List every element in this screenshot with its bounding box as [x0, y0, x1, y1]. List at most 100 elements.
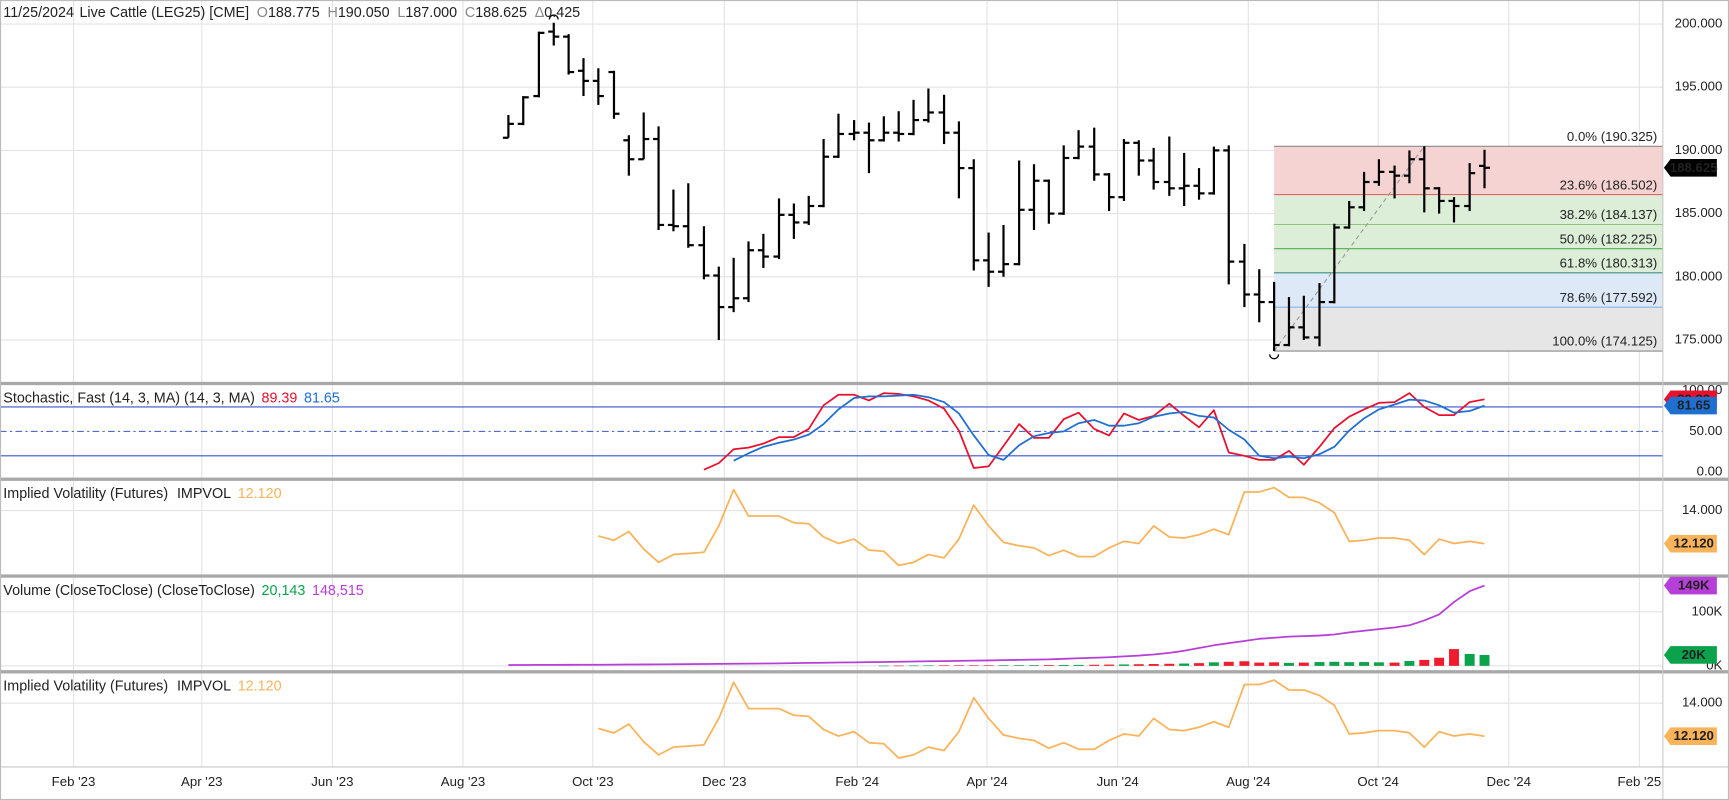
fib-label: 0.0% (190.325)	[1567, 129, 1657, 144]
series-line	[733, 393, 1485, 462]
legend-value: 12.120	[238, 486, 282, 502]
volume-bar	[893, 665, 904, 667]
x-tick-label: Jun '24	[1097, 774, 1139, 789]
volume-bar	[1208, 662, 1219, 666]
axis-tag	[1663, 727, 1717, 746]
volume-bar	[953, 665, 964, 666]
fib-band	[1274, 248, 1663, 273]
legend-title: Stochastic, Fast (14, 3, MA) (14, 3, MA)	[3, 390, 255, 406]
header-key: O	[257, 5, 268, 21]
legend-title: Implied Volatility (Futures)	[3, 678, 168, 694]
x-tick-label: Feb '23	[52, 774, 96, 789]
volume-bar	[1058, 664, 1069, 666]
separator	[0, 381, 1729, 386]
high-marker	[548, 14, 559, 20]
legend-value: 20,143	[262, 583, 306, 599]
volume-bar	[1269, 662, 1280, 666]
panel	[0, 584, 1663, 667]
x-tick-label: Dec '23	[702, 774, 746, 789]
y-tick-label: 14.000	[1682, 695, 1722, 710]
legend-title: Implied Volatility (Futures)	[3, 486, 168, 502]
x-tick-label: Dec '24	[1487, 774, 1531, 789]
axis-tag	[1663, 646, 1717, 664]
legend: Implied Volatility (Futures) IMPVOL 12.120	[3, 486, 281, 502]
volume-bar	[1434, 657, 1445, 666]
fib-label: 50.0% (182.225)	[1560, 231, 1658, 246]
legend-indicator: IMPVOL	[177, 678, 231, 694]
axis-tag-label: 12.120	[1673, 536, 1713, 551]
header-key: L	[397, 5, 405, 21]
series-line	[703, 392, 1485, 471]
volume-bar	[1419, 659, 1430, 666]
legend: Stochastic, Fast (14, 3, MA) (14, 3, MA)…	[3, 390, 340, 406]
volume-bar	[1404, 660, 1415, 666]
axis-tag-label: 81.65	[1677, 398, 1710, 413]
fib-label: 100.0% (174.125)	[1552, 334, 1657, 349]
volume-bar	[1194, 663, 1204, 666]
volume-bar	[878, 665, 889, 667]
header-symbol: Live Cattle (LEG25) [CME]	[79, 5, 249, 21]
y-tick-label: 100K	[1692, 603, 1723, 618]
volume-bar	[1014, 665, 1025, 666]
volume-bar	[1148, 664, 1159, 666]
fib-band	[1274, 272, 1663, 308]
separator	[0, 477, 1729, 481]
axis-tag	[1663, 158, 1717, 177]
volume-bar	[1239, 661, 1250, 666]
volume-bar	[908, 665, 919, 667]
series-line	[598, 679, 1485, 759]
y-tick-label: 180.000	[1675, 268, 1723, 283]
volume-bar	[1073, 664, 1084, 666]
legend-value: 12.120	[238, 678, 282, 694]
header-date: 11/25/2024	[3, 5, 74, 21]
separator	[0, 670, 1729, 674]
volume-bar	[1104, 664, 1115, 666]
fib-label: 78.6% (177.592)	[1560, 290, 1658, 305]
legend-indicator: IMPVOL	[177, 486, 231, 502]
volume-bar	[923, 665, 934, 667]
volume-bar	[1223, 661, 1234, 666]
header-value: 190.050	[338, 5, 390, 21]
volume-bar	[1359, 662, 1370, 666]
x-tick-label: Aug '23	[441, 774, 485, 789]
axis-tag	[1663, 576, 1717, 595]
panel	[0, 392, 1663, 471]
axis-tag-label: 188.625	[1670, 160, 1718, 175]
x-tick-label: Oct '24	[1357, 774, 1398, 789]
volume-bar	[1449, 649, 1459, 666]
legend: Volume (CloseToClose) (CloseToClose) 20,1…	[3, 583, 364, 599]
volume-bar	[1133, 664, 1144, 666]
volume-bar	[1179, 663, 1190, 666]
series-line	[508, 584, 1485, 666]
y-tick-label: 190.000	[1675, 142, 1723, 157]
volume-bar	[1479, 654, 1490, 666]
volume-bar	[1464, 653, 1475, 666]
axis-tag	[1663, 396, 1717, 415]
header-value: 0.425	[544, 5, 580, 21]
volume-bar	[1389, 662, 1400, 666]
y-tick-label: 0.00	[1697, 464, 1723, 479]
fib-band	[1274, 307, 1663, 352]
volume-bar	[983, 665, 994, 666]
header-key: C	[465, 5, 475, 21]
axis-tag-label: 12.120	[1673, 728, 1713, 743]
volume-bar	[1089, 664, 1100, 666]
legend: 11/25/2024 Live Cattle (LEG25) [CME] O188.…	[3, 5, 580, 21]
fib-label: 38.2% (184.137)	[1560, 207, 1658, 222]
legend-value: 89.39	[262, 390, 298, 406]
legend: Implied Volatility (Futures) IMPVOL 12.120	[3, 678, 281, 694]
separator	[0, 574, 1729, 578]
volume-bar	[1043, 665, 1054, 666]
volume-bar	[1344, 662, 1355, 666]
volume-bar	[968, 665, 979, 666]
volume-bar	[1164, 663, 1175, 666]
series-line	[598, 486, 1485, 567]
fib-label: 23.6% (186.502)	[1560, 177, 1658, 192]
x-tick-label: Aug '24	[1226, 774, 1270, 789]
volume-bar	[939, 665, 950, 667]
